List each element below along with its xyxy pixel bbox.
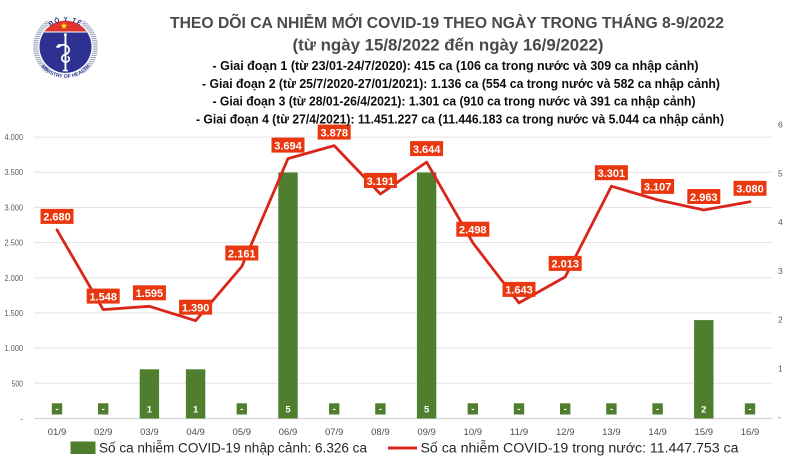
svg-text:3.694: 3.694: [274, 140, 302, 152]
svg-text:-: -: [656, 404, 659, 415]
svg-text:3.878: 3.878: [320, 127, 348, 139]
svg-text:BỘ Y TẾ: BỘ Y TẾ: [48, 15, 85, 28]
svg-text:-: -: [240, 404, 243, 415]
svg-text:1.000: 1.000: [5, 343, 24, 353]
svg-text:04/9: 04/9: [186, 427, 205, 438]
svg-text:03/9: 03/9: [140, 427, 159, 438]
svg-text:3.080: 3.080: [736, 184, 764, 196]
svg-text:- Giai đoạn 4 (từ 27/4/2021):: - Giai đoạn 4 (từ 27/4/2021): 11.451.227…: [196, 113, 724, 127]
svg-text:-: -: [610, 404, 613, 415]
svg-text:3.191: 3.191: [367, 176, 395, 188]
svg-text:-: -: [55, 404, 58, 415]
svg-text:4: 4: [778, 217, 783, 227]
svg-text:-: -: [20, 414, 23, 424]
svg-text:3: 3: [778, 266, 783, 276]
svg-text:09/9: 09/9: [417, 427, 436, 438]
svg-text:2: 2: [778, 315, 783, 325]
svg-text:15/9: 15/9: [695, 427, 714, 438]
svg-text:-: -: [564, 404, 567, 415]
svg-text:01/9: 01/9: [48, 427, 67, 438]
svg-text:- Giai đoạn 2 (từ 25/7/2020-27: - Giai đoạn 2 (từ 25/7/2020-27/01/2021):…: [202, 77, 720, 91]
svg-text:1: 1: [193, 405, 199, 416]
svg-text:12/9: 12/9: [556, 427, 575, 438]
svg-text:Số ca nhiễm COVID-19 trong nướ: Số ca nhiễm COVID-19 trong nước: 11.447.…: [421, 440, 739, 456]
svg-text:500: 500: [12, 378, 24, 388]
svg-text:02/9: 02/9: [94, 427, 113, 438]
svg-text:3.644: 3.644: [413, 144, 441, 156]
svg-text:1.500: 1.500: [5, 308, 24, 318]
svg-text:16/9: 16/9: [741, 427, 760, 438]
svg-text:3.301: 3.301: [598, 168, 626, 180]
svg-text:- Giai đoạn 3 (từ 28/01-26/4/2: - Giai đoạn 3 (từ 28/01-26/4/2021): 1.30…: [213, 95, 696, 109]
svg-text:Số ca nhiễm COVID-19 nhập cảnh: Số ca nhiễm COVID-19 nhập cảnh: 6.326 ca: [99, 440, 367, 456]
svg-text:13/9: 13/9: [602, 427, 621, 438]
svg-text:THEO DÕI CA NHIỄM MỚI COVID-19: THEO DÕI CA NHIỄM MỚI COVID-19 THEO NGÀY…: [170, 12, 724, 32]
svg-text:10/9: 10/9: [464, 427, 483, 438]
svg-text:-: -: [517, 404, 520, 415]
svg-text:1.548: 1.548: [89, 291, 117, 303]
svg-text:5: 5: [424, 405, 430, 416]
svg-text:-: -: [379, 404, 382, 415]
svg-text:2.013: 2.013: [551, 259, 579, 271]
svg-text:-: -: [333, 404, 336, 415]
svg-text:3.500: 3.500: [5, 167, 24, 177]
svg-text:14/9: 14/9: [648, 427, 667, 438]
svg-text:1: 1: [147, 405, 153, 416]
svg-text:- Giai đoạn 1 (từ 23/01-24/7/2: - Giai đoạn 1 (từ 23/01-24/7/2020): 415 …: [213, 58, 699, 73]
svg-text:07/9: 07/9: [325, 427, 344, 438]
svg-text:2.963: 2.963: [690, 192, 718, 204]
svg-text:1.595: 1.595: [136, 288, 164, 300]
svg-text:-: -: [471, 404, 474, 415]
svg-text:3.107: 3.107: [644, 182, 672, 194]
svg-text:3.000: 3.000: [5, 202, 24, 212]
svg-text:-: -: [778, 412, 781, 422]
svg-text:5: 5: [285, 405, 291, 416]
svg-text:1.390: 1.390: [182, 303, 210, 315]
svg-text:-: -: [748, 404, 751, 415]
svg-text:5: 5: [778, 168, 783, 178]
svg-text:1.643: 1.643: [505, 285, 533, 297]
svg-text:(từ ngày 15/8/2022 đến ngày 16: (từ ngày 15/8/2022 đến ngày 16/9/2022): [293, 37, 604, 55]
svg-text:05/9: 05/9: [233, 427, 252, 438]
svg-text:2: 2: [701, 405, 706, 416]
svg-text:2.500: 2.500: [5, 238, 24, 248]
svg-text:2.000: 2.000: [5, 273, 24, 283]
svg-text:-: -: [102, 404, 105, 415]
svg-text:2.680: 2.680: [43, 212, 71, 224]
svg-text:06/9: 06/9: [279, 427, 298, 438]
svg-text:1: 1: [778, 363, 783, 373]
svg-text:08/9: 08/9: [371, 427, 390, 438]
svg-text:11/9: 11/9: [510, 427, 529, 438]
svg-text:6: 6: [778, 120, 783, 130]
svg-text:2.161: 2.161: [228, 248, 256, 260]
svg-text:4.000: 4.000: [5, 132, 24, 142]
svg-text:2.498: 2.498: [459, 225, 487, 237]
